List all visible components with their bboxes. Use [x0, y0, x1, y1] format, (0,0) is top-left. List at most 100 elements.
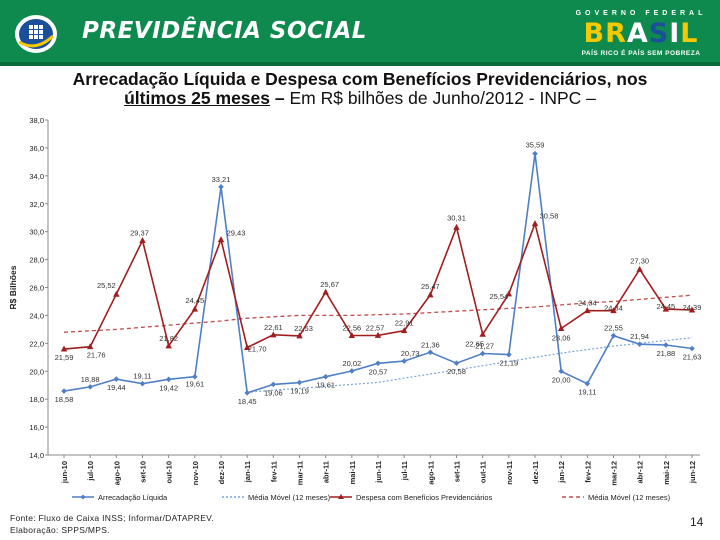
x-tick-label: dez-11 — [531, 461, 540, 484]
despesa-data-label: 22,61 — [264, 323, 283, 332]
y-axis-label: R$ Bilhões — [8, 265, 18, 309]
legend-arrecadacao-marker — [80, 494, 86, 500]
title-line-2-rest: Em R$ bilhões de Junho/2012 - INPC – — [289, 88, 596, 108]
gov-top-text: GOVERNO FEDERAL — [575, 10, 707, 17]
page-number: 14 — [690, 515, 704, 529]
arrecadacao-data-label: 18,45 — [238, 397, 257, 406]
footer-note: Fonte: Fluxo de Caixa INSS; Informar/DAT… — [10, 512, 214, 536]
arrecadacao-point — [270, 381, 277, 388]
despesa-point — [636, 265, 643, 272]
despesa-data-label: 30,58 — [540, 212, 559, 221]
previdencia-logo-icon — [15, 15, 57, 53]
arrecadacao-point — [479, 350, 486, 357]
title-line-2-dash: – — [270, 88, 290, 108]
brasil-letter: R — [605, 18, 627, 49]
despesa-data-label: 25,47 — [421, 282, 440, 291]
x-tick-label: set-11 — [453, 461, 462, 482]
arrecadacao-point — [558, 368, 564, 375]
despesa-point — [688, 306, 696, 313]
arrecadacao-data-label: 19,61 — [316, 381, 335, 390]
arrecadacao-point — [349, 368, 355, 374]
arrecadacao-data-label: 21,94 — [630, 332, 649, 341]
despesa-point — [505, 290, 513, 297]
despesa-point — [531, 220, 539, 227]
despesa-data-label: 24,34 — [604, 304, 623, 313]
despesa-data-label: 21,82 — [159, 334, 178, 343]
x-tick-label: jul-10 — [86, 461, 95, 482]
line-chart: 14,0 16,0 18,0 20,0 22,0 24,0 26,0 28,0 30,0 32,0… — [8, 116, 702, 502]
y-tick-label: 32,0 — [29, 200, 44, 209]
chart-title: Arrecadação Líquida e Despesa com Benefí… — [0, 70, 720, 108]
arrecadacao-point — [322, 373, 329, 380]
arrecadacao-point — [165, 376, 172, 383]
x-tick-label: out-11 — [479, 461, 488, 483]
arrecadacao-data-label: 19,42 — [159, 383, 178, 392]
x-tick-label: abr-12 — [636, 461, 645, 484]
despesa-data-label: 24,45 — [656, 302, 675, 311]
arrecadacao-data-label: 19,19 — [290, 387, 309, 396]
legend-arrecadacao-media-movel-label: Média Móvel (12 meses) — [248, 493, 331, 502]
y-tick-label: 24,0 — [29, 311, 44, 320]
arrecadacao-point — [401, 358, 407, 364]
despesa-point — [60, 345, 68, 352]
footer-elaboration: Elaboração: SPPS/MPS. — [10, 525, 110, 535]
arrecadacao-data-label: 20,73 — [401, 349, 420, 358]
despesa-data-label: 21,76 — [87, 351, 106, 360]
arrecadacao-point — [61, 388, 67, 394]
despesa-point — [296, 332, 303, 339]
x-tick-label: fev-11 — [269, 461, 278, 482]
x-tick-label: jun-12 — [688, 461, 697, 484]
despesa-data-label: 21,59 — [55, 353, 74, 362]
arrecadacao-point — [453, 360, 460, 366]
arrecadacao-point — [532, 150, 538, 157]
arrecadacao-point — [87, 384, 93, 390]
despesa-data-label: 25,67 — [320, 280, 339, 289]
brasil-letter: B — [583, 18, 606, 49]
x-tick-label: set-10 — [139, 461, 148, 483]
x-tick-label: out-10 — [165, 461, 174, 484]
brand-title: PREVIDÊNCIA SOCIAL — [82, 18, 367, 44]
arrecadacao-data-label: 21,88 — [656, 349, 675, 358]
despesa-data-label: 24,45 — [185, 296, 204, 305]
despesa-data-label: 25,52 — [97, 281, 116, 290]
title-line-1: Arrecadação Líquida e Despesa com Benefí… — [72, 69, 648, 89]
governo-federal-logo: GOVERNO FEDERAL BRASIL PAÍS RICO É PAÍS … — [566, 0, 716, 64]
despesa-point — [479, 330, 486, 337]
y-tick-label: 16,0 — [29, 423, 44, 432]
arrecadacao-data-label: 21,36 — [421, 340, 440, 349]
despesa-point — [374, 331, 382, 338]
despesa-data-label: 24,34 — [578, 299, 597, 308]
x-tick-label: nov-10 — [191, 461, 200, 485]
despesa-point — [610, 307, 617, 314]
arrecadacao-data-label: 21,19 — [499, 359, 518, 368]
x-tick-label: fev-12 — [583, 461, 592, 483]
despesa-point — [86, 343, 94, 350]
x-tick-label: nov-11 — [505, 461, 514, 485]
arrecadacao-data-label: 19,11 — [133, 372, 151, 381]
despesa-data-label: 29,37 — [130, 228, 149, 237]
despesa-data-label: 29,43 — [227, 229, 246, 238]
arrecadacao-data-label: 20,58 — [447, 367, 466, 376]
despesa-point — [348, 332, 356, 339]
despesa-data-label: 22,56 — [342, 324, 361, 333]
despesa-data-label: 22,65 — [465, 339, 484, 348]
despesa-point — [427, 291, 434, 298]
arrecadacao-data-label: 22,55 — [604, 324, 623, 333]
header-bar: PREVIDÊNCIA SOCIAL GOVERNO FEDERAL BRASI… — [0, 0, 720, 66]
despesa-point — [165, 342, 172, 349]
arrecadacao-point — [636, 341, 643, 347]
despesa-data-label: 27,30 — [630, 256, 649, 265]
despesa-point — [270, 331, 277, 338]
brasil-letter: L — [680, 18, 699, 49]
despesa-data-label: 22,91 — [395, 319, 414, 328]
despesa-point — [584, 307, 591, 314]
x-tick-label: ago-11 — [426, 461, 435, 485]
brasil-wordmark: BRASIL — [566, 18, 716, 49]
despesa-point — [243, 344, 251, 351]
title-line-2: últimos 25 meses – Em R$ bilhões de Junh… — [0, 89, 720, 108]
arrecadacao-point — [244, 390, 250, 396]
despesa-point — [322, 288, 329, 295]
arrecadacao-data-label: 21,63 — [683, 352, 702, 361]
arrecadacao-point — [689, 345, 695, 352]
legend-despesa-media-movel-label: Média Móvel (12 meses) — [588, 493, 671, 502]
